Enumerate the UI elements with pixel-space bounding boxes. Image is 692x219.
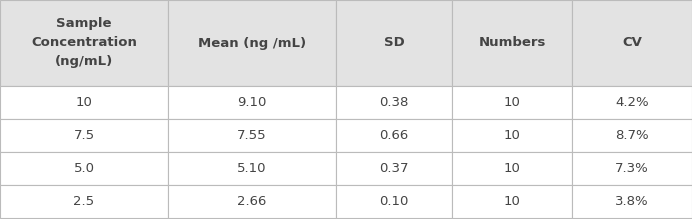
Text: 10: 10 <box>504 195 520 208</box>
Bar <box>168 185 336 218</box>
Text: 7.5: 7.5 <box>73 129 95 142</box>
Text: 0.38: 0.38 <box>379 96 409 109</box>
Bar <box>452 152 572 185</box>
Text: SD: SD <box>383 37 404 49</box>
Text: Numbers: Numbers <box>478 37 546 49</box>
Text: 10: 10 <box>504 96 520 109</box>
Bar <box>452 185 572 218</box>
Text: 0.66: 0.66 <box>379 129 408 142</box>
Bar <box>168 119 336 152</box>
Bar <box>572 0 692 86</box>
Bar <box>0 86 168 119</box>
Bar <box>336 185 452 218</box>
Bar <box>336 152 452 185</box>
Bar <box>572 185 692 218</box>
Text: 3.8%: 3.8% <box>615 195 649 208</box>
Bar <box>452 86 572 119</box>
Text: 0.37: 0.37 <box>379 162 409 175</box>
Text: Mean (ng /mL): Mean (ng /mL) <box>198 37 306 49</box>
Text: 4.2%: 4.2% <box>615 96 649 109</box>
Text: 2.66: 2.66 <box>237 195 266 208</box>
Text: 10: 10 <box>75 96 93 109</box>
Bar <box>168 0 336 86</box>
Bar <box>336 119 452 152</box>
Text: 8.7%: 8.7% <box>615 129 649 142</box>
Text: 2.5: 2.5 <box>73 195 95 208</box>
Text: 0.10: 0.10 <box>379 195 409 208</box>
Bar <box>0 0 168 86</box>
Text: Sample
Concentration
(ng/mL): Sample Concentration (ng/mL) <box>31 18 137 69</box>
Bar <box>572 119 692 152</box>
Bar <box>572 152 692 185</box>
Bar <box>336 86 452 119</box>
Bar <box>0 119 168 152</box>
Text: CV: CV <box>622 37 642 49</box>
Text: 5.10: 5.10 <box>237 162 266 175</box>
Text: 10: 10 <box>504 129 520 142</box>
Bar <box>572 86 692 119</box>
Bar <box>452 0 572 86</box>
Text: 5.0: 5.0 <box>73 162 95 175</box>
Text: 10: 10 <box>504 162 520 175</box>
Text: 9.10: 9.10 <box>237 96 266 109</box>
Bar <box>0 185 168 218</box>
Bar <box>168 152 336 185</box>
Bar <box>452 119 572 152</box>
Bar <box>168 86 336 119</box>
Bar <box>336 0 452 86</box>
Bar <box>0 152 168 185</box>
Text: 7.3%: 7.3% <box>615 162 649 175</box>
Text: 7.55: 7.55 <box>237 129 267 142</box>
